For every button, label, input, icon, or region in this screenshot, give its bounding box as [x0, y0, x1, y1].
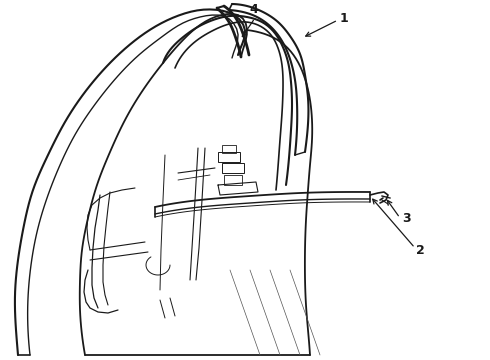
Text: 4: 4 — [249, 3, 258, 16]
Text: 3: 3 — [402, 211, 411, 225]
Bar — [224, 175, 242, 185]
Text: 2: 2 — [416, 243, 425, 256]
Bar — [222, 163, 244, 173]
Bar — [218, 152, 240, 162]
Bar — [222, 145, 236, 153]
Text: 1: 1 — [340, 12, 349, 24]
